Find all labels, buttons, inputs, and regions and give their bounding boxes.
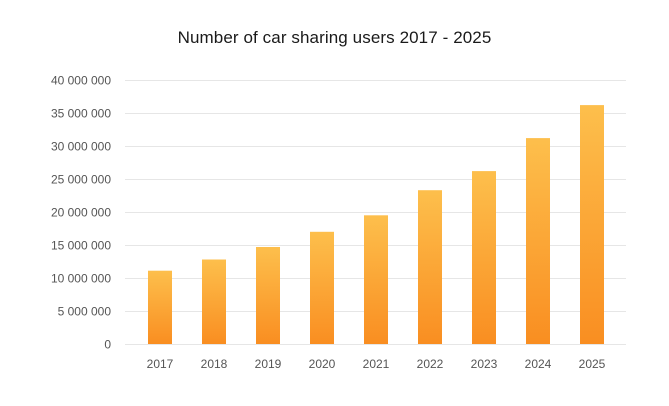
y-tick-label: 30 000 000 (51, 140, 111, 154)
x-tick-label: 2020 (309, 357, 336, 371)
x-tick-label: 2022 (417, 357, 444, 371)
y-tick-label: 40 000 000 (51, 74, 111, 88)
bar-2025 (580, 105, 604, 344)
x-tick-label: 2023 (471, 357, 498, 371)
x-axis-tick-labels: 2017 2018 2019 2020 2021 2022 2023 2024 2025 (147, 357, 606, 371)
x-tick-label: 2019 (255, 357, 282, 371)
y-tick-label: 20 000 000 (51, 206, 111, 220)
x-tick-label: 2024 (525, 357, 552, 371)
bar-2019 (256, 247, 280, 344)
bar-2020 (310, 231, 334, 344)
bar-2023 (472, 171, 496, 344)
x-tick-label: 2021 (363, 357, 390, 371)
bar-2022 (418, 190, 442, 344)
y-tick-label: 35 000 000 (51, 107, 111, 121)
x-tick-label: 2018 (201, 357, 228, 371)
y-tick-label: 10 000 000 (51, 272, 111, 286)
y-tick-label: 0 (104, 338, 111, 352)
bar-2021 (364, 215, 388, 344)
y-tick-label: 15 000 000 (51, 239, 111, 253)
bars (148, 105, 604, 344)
bar-2024 (526, 138, 550, 344)
x-tick-label: 2025 (579, 357, 606, 371)
bar-2018 (202, 259, 226, 344)
x-tick-label: 2017 (147, 357, 174, 371)
bar-2017 (148, 270, 172, 344)
y-tick-label: 25 000 000 (51, 173, 111, 187)
y-axis-tick-labels: 0 5 000 000 10 000 000 15 000 000 20 000 000… (51, 74, 111, 352)
y-tick-label: 5 000 000 (58, 305, 112, 319)
chart-title: Number of car sharing users 2017 - 2025 (177, 28, 492, 47)
